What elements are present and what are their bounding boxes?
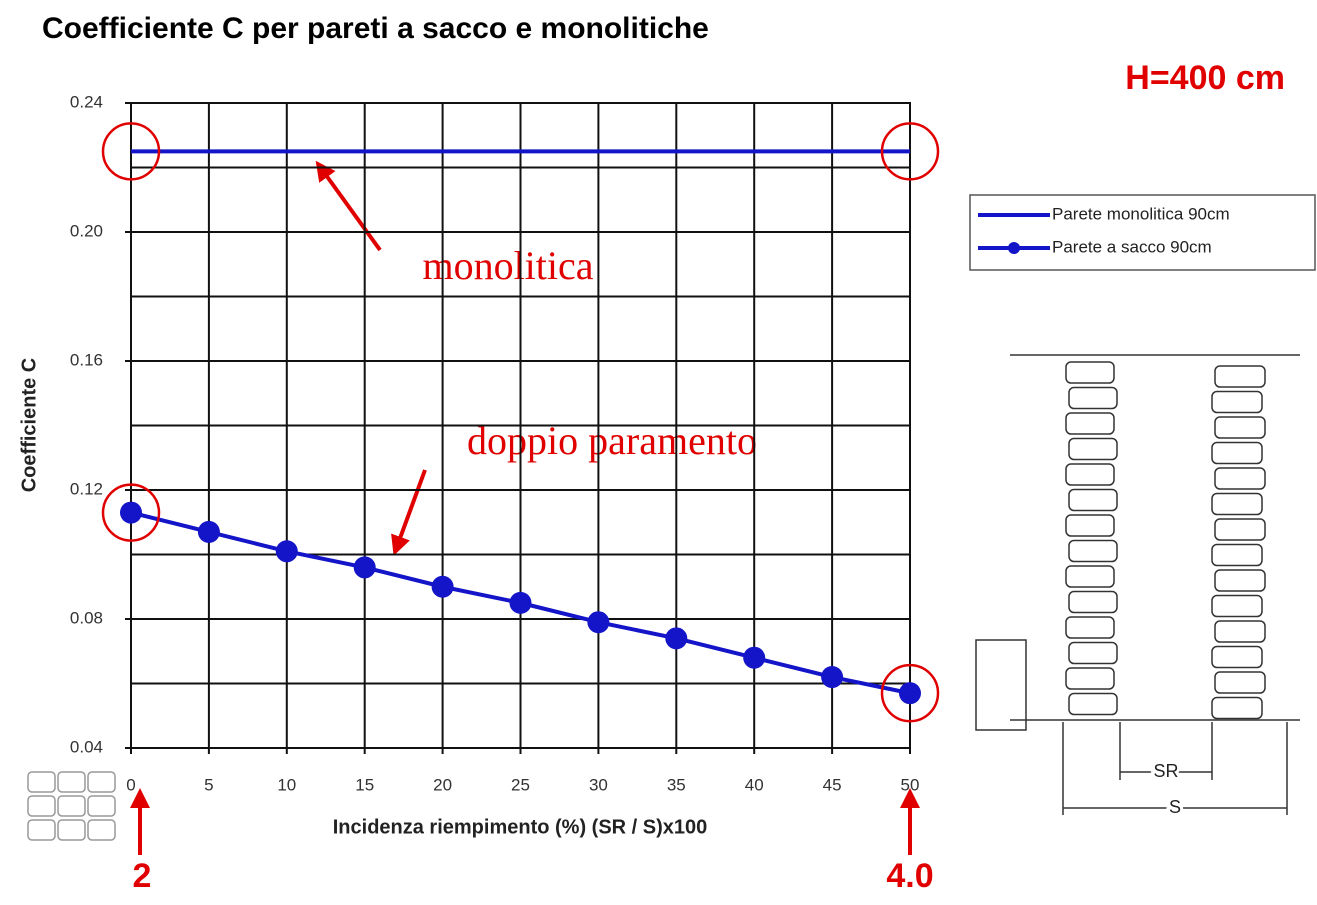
x-tick-label: 30 (589, 775, 608, 794)
y-tick-label: 0.24 (70, 92, 103, 111)
x-tick-label: 0 (126, 775, 135, 794)
stone (57, 819, 86, 841)
x-tick-label: 10 (277, 775, 296, 794)
legend-label: Parete a sacco 90cm (1052, 237, 1212, 256)
data-point (587, 611, 610, 634)
stone (1068, 641, 1118, 665)
diagram-label: SR (1153, 761, 1178, 781)
data-point (431, 575, 454, 598)
annotation: 2 (133, 857, 152, 895)
arrow (391, 469, 427, 556)
diagram-detail (975, 639, 1027, 731)
stone (1211, 594, 1263, 618)
data-point (743, 646, 766, 669)
stone (1068, 386, 1118, 410)
stone (27, 795, 56, 817)
x-tick-label: 25 (511, 775, 530, 794)
stone (1065, 412, 1115, 435)
legend-label: Parete monolitica 90cm (1052, 204, 1230, 223)
stone (1211, 696, 1263, 720)
stone (57, 795, 86, 817)
stone (1214, 467, 1266, 490)
stone (1214, 620, 1266, 643)
x-tick-label: 35 (667, 775, 686, 794)
stone (1211, 441, 1263, 465)
stone (1068, 590, 1118, 614)
legend-marker (1008, 242, 1020, 254)
highlight-circle (101, 483, 161, 542)
stone (1214, 416, 1266, 439)
x-tick-label: 50 (901, 775, 920, 794)
y-tick-label: 0.16 (70, 350, 103, 369)
y-tick-label: 0.04 (70, 737, 103, 756)
arrow (315, 160, 382, 252)
inset-icon (27, 771, 116, 841)
stone (1068, 488, 1118, 512)
stone (57, 771, 86, 793)
x-tick-label: 15 (355, 775, 374, 794)
x-tick-label: 5 (204, 775, 213, 794)
data-point (275, 540, 298, 563)
highlight-circle (101, 122, 161, 181)
diagram-label: S (1169, 797, 1181, 817)
stone (1065, 361, 1115, 384)
stone (1211, 492, 1263, 516)
x-axis-label: Incidenza riempimento (%) (SR / S)x100 (333, 816, 708, 838)
legend-box (969, 194, 1316, 271)
stone (87, 771, 116, 793)
subtitle: H=400 cm (1125, 59, 1285, 97)
stone (1065, 616, 1115, 639)
stone (1214, 518, 1266, 541)
stone (27, 771, 56, 793)
annotation: 4.0 (886, 857, 933, 895)
stone (1065, 565, 1115, 588)
data-point (120, 501, 142, 524)
stone (1214, 365, 1266, 388)
x-tick-label: 45 (823, 775, 842, 794)
stone (1214, 569, 1266, 592)
x-tick-label: 40 (745, 775, 764, 794)
stone (1068, 692, 1118, 716)
highlight-circle (880, 122, 940, 181)
data-point (821, 666, 844, 689)
y-tick-label: 0.20 (70, 221, 103, 240)
stone (1068, 539, 1118, 563)
stone (1065, 514, 1115, 537)
stone (1214, 671, 1266, 694)
y-tick-label: 0.08 (70, 608, 103, 627)
data-point (353, 556, 376, 579)
stone (1211, 645, 1263, 669)
data-point (509, 591, 532, 614)
data-point (665, 627, 688, 650)
annotation: monolitica (422, 243, 593, 288)
stone (1068, 437, 1118, 461)
stone (1211, 390, 1263, 414)
highlight-circle (880, 663, 940, 723)
annotation-arrows (130, 160, 920, 855)
y-tick-label: 0.12 (70, 479, 103, 498)
stone (27, 819, 56, 841)
stone (87, 819, 116, 841)
stone (1065, 463, 1115, 486)
plot-frame (130, 102, 911, 749)
data-point (899, 682, 921, 705)
wall-section-diagram (27, 354, 1300, 841)
stone (1211, 543, 1263, 567)
data-point (197, 520, 220, 543)
x-tick-label: 20 (433, 775, 452, 794)
chart-title: Coefficiente C per pareti a sacco e mono… (42, 12, 709, 45)
stone (1065, 667, 1115, 690)
stone (87, 795, 116, 817)
y-axis-label: Coefficiente C (18, 358, 40, 492)
